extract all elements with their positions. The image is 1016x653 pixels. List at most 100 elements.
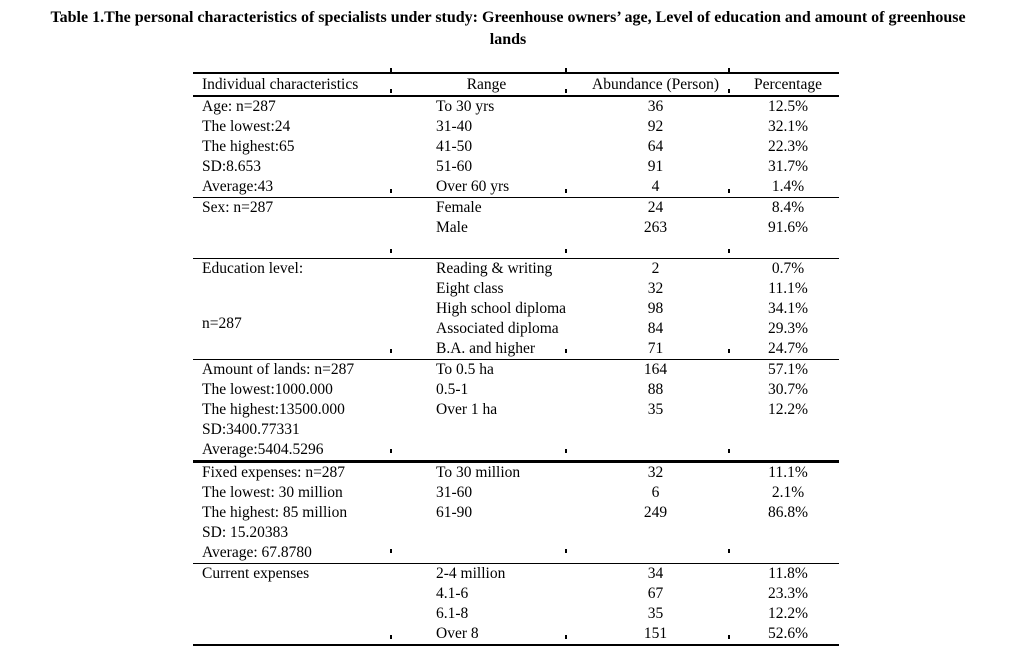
cell-range: [399, 420, 574, 440]
cell-range: [399, 238, 574, 259]
cell-range: To 0.5 ha: [436, 361, 494, 378]
cell-range: High school diploma: [436, 300, 567, 317]
column-header-individual-characteristics: Individual characteristics: [202, 76, 359, 93]
cell-abundance: 92: [647, 118, 664, 135]
table-row: Current expenses 2-4 million 34 11.8%: [193, 564, 839, 585]
cell-range: [399, 440, 574, 462]
table-row: The highest:13500.000 Over 1 ha 35 12.2%: [193, 400, 839, 420]
cell-characteristic: SD:8.653: [202, 158, 261, 175]
cell-range: 31-60: [436, 484, 473, 501]
cell-percentage: 1.4%: [771, 178, 805, 195]
cell-characteristic: The lowest:24: [202, 118, 291, 135]
column-header-abundance: Abundance (Person): [592, 76, 719, 93]
table-row: The lowest: 30 million 31-60 6 2.1%: [193, 483, 839, 503]
column-boundary-tick: [728, 249, 730, 253]
cell-abundance: [574, 523, 737, 543]
cell-range: [399, 523, 574, 543]
column-boundary-tick: [565, 349, 567, 353]
column-boundary-tick: [728, 549, 730, 553]
column-boundary-tick: [390, 89, 392, 93]
table-row: Age: n=287 To 30 yrs 36 12.5%: [193, 96, 839, 117]
table-row: Eight class 32 11.1%: [193, 279, 839, 299]
table-row: B.A. and higher 71 24.7%: [193, 339, 839, 360]
table-row: Over 8 151 52.6%: [193, 624, 839, 645]
cell-characteristic: The highest:65: [202, 138, 295, 155]
cell-percentage: [737, 523, 839, 543]
section-fixed_expenses: Fixed expenses: n=287 To 30 million 32 11.1…: [193, 461, 839, 564]
cell-characteristic: The lowest: 30 million: [202, 484, 343, 501]
cell-percentage: 91.6%: [767, 219, 809, 236]
table-row: The lowest:1000.000 0.5-1 88 30.7%: [193, 380, 839, 400]
cell-characteristic: The highest: 85 million: [202, 504, 348, 521]
column-boundary-tick: [565, 189, 567, 193]
cell-range: 61-90: [436, 504, 473, 521]
table-header-row: Individual characteristics Range Abundan…: [193, 73, 839, 96]
column-boundary-tick: [565, 549, 567, 553]
cell-percentage: 8.4%: [771, 199, 805, 216]
cell-percentage: [737, 543, 839, 564]
cell-abundance: 64: [647, 138, 664, 155]
table-row: Associated diploma 84 29.3%: [193, 319, 839, 339]
cell-range: Male: [436, 219, 468, 236]
cell-percentage: 0.7%: [771, 260, 805, 277]
cell-percentage: 22.3%: [767, 138, 809, 155]
cell-percentage: 11.8%: [768, 565, 808, 582]
table-row: 4.1-6 67 23.3%: [193, 584, 839, 604]
column-boundary-tick: [728, 189, 730, 193]
cell-percentage: 29.3%: [767, 320, 809, 337]
table-row: 6.1-8 35 12.2%: [193, 604, 839, 624]
table-row: Average:43 Over 60 yrs 4 1.4%: [193, 177, 839, 198]
column-boundary-tick: [565, 449, 567, 453]
section-education: Education level: n=287 Reading & writing 2 0…: [193, 258, 839, 360]
column-boundary-tick: [728, 635, 730, 639]
column-boundary-tick: [565, 68, 567, 72]
table-row: The lowest:24 31-40 92 32.1%: [193, 117, 839, 137]
cell-range: 0.5-1: [436, 381, 469, 398]
cell-abundance: 263: [643, 219, 668, 236]
cell-range: 31-40: [436, 118, 473, 135]
table-row: The highest: 85 million 61-90 249 86.8%: [193, 503, 839, 523]
cell-abundance: 71: [647, 340, 664, 357]
table-row: Fixed expenses: n=287 To 30 million 32 11.1…: [193, 462, 839, 484]
cell-percentage: 31.7%: [767, 158, 809, 175]
column-header-percentage: Percentage: [754, 76, 822, 93]
characteristic-line: Current expenses: [202, 565, 310, 582]
column-boundary-tick: [390, 349, 392, 353]
table-row: Education level: n=287 Reading & writing 2 0…: [193, 259, 839, 332]
table-row: SD:3400.77331: [193, 420, 839, 440]
table-caption-line2: lands: [489, 31, 527, 48]
table-row: The highest:65 41-50 64 22.3%: [193, 137, 839, 157]
column-boundary-tick: [565, 635, 567, 639]
cell-characteristic: The lowest:1000.000: [202, 381, 333, 398]
cell-characteristic: SD: 15.20383: [202, 524, 289, 541]
cell-characteristic: Age: n=287: [202, 98, 276, 115]
cell-abundance: 4: [651, 178, 660, 195]
cell-percentage: 34.1%: [767, 300, 809, 317]
characteristic-line: Sex: n=287: [202, 199, 274, 216]
cell-characteristic: Average:43: [202, 178, 274, 195]
characteristics-table: Individual characteristics Range Abundan…: [193, 72, 839, 646]
table-row: High school diploma 98 34.1%: [193, 299, 839, 319]
cell-abundance: 36: [647, 98, 664, 115]
cell-abundance: 67: [647, 585, 664, 602]
cell-percentage: 2.1%: [771, 484, 805, 501]
column-boundary-tick: [728, 89, 730, 93]
column-boundary-tick: [728, 68, 730, 72]
cell-range: To 30 yrs: [436, 98, 495, 115]
cell-characteristic: SD:3400.77331: [202, 421, 300, 438]
table-caption-line1: Table 1.The personal characteristics of …: [50, 9, 966, 26]
column-boundary-tick: [390, 68, 392, 72]
cell-percentage: 52.6%: [767, 625, 809, 642]
column-boundary-tick: [390, 549, 392, 553]
table-caption: Table 1.The personal characteristics of …: [0, 7, 1016, 51]
cell-abundance: 151: [643, 625, 668, 642]
cell-percentage: 23.3%: [767, 585, 809, 602]
cell-abundance: 91: [647, 158, 664, 175]
cell-characteristic: Average: 67.8780: [202, 544, 312, 561]
cell-percentage: [737, 420, 839, 440]
cell-characteristic: Education level: n=287: [193, 259, 399, 360]
column-boundary-tick: [390, 635, 392, 639]
table-row: Average:5404.5296: [193, 440, 839, 462]
cell-characteristic: Sex: n=287: [193, 198, 399, 259]
